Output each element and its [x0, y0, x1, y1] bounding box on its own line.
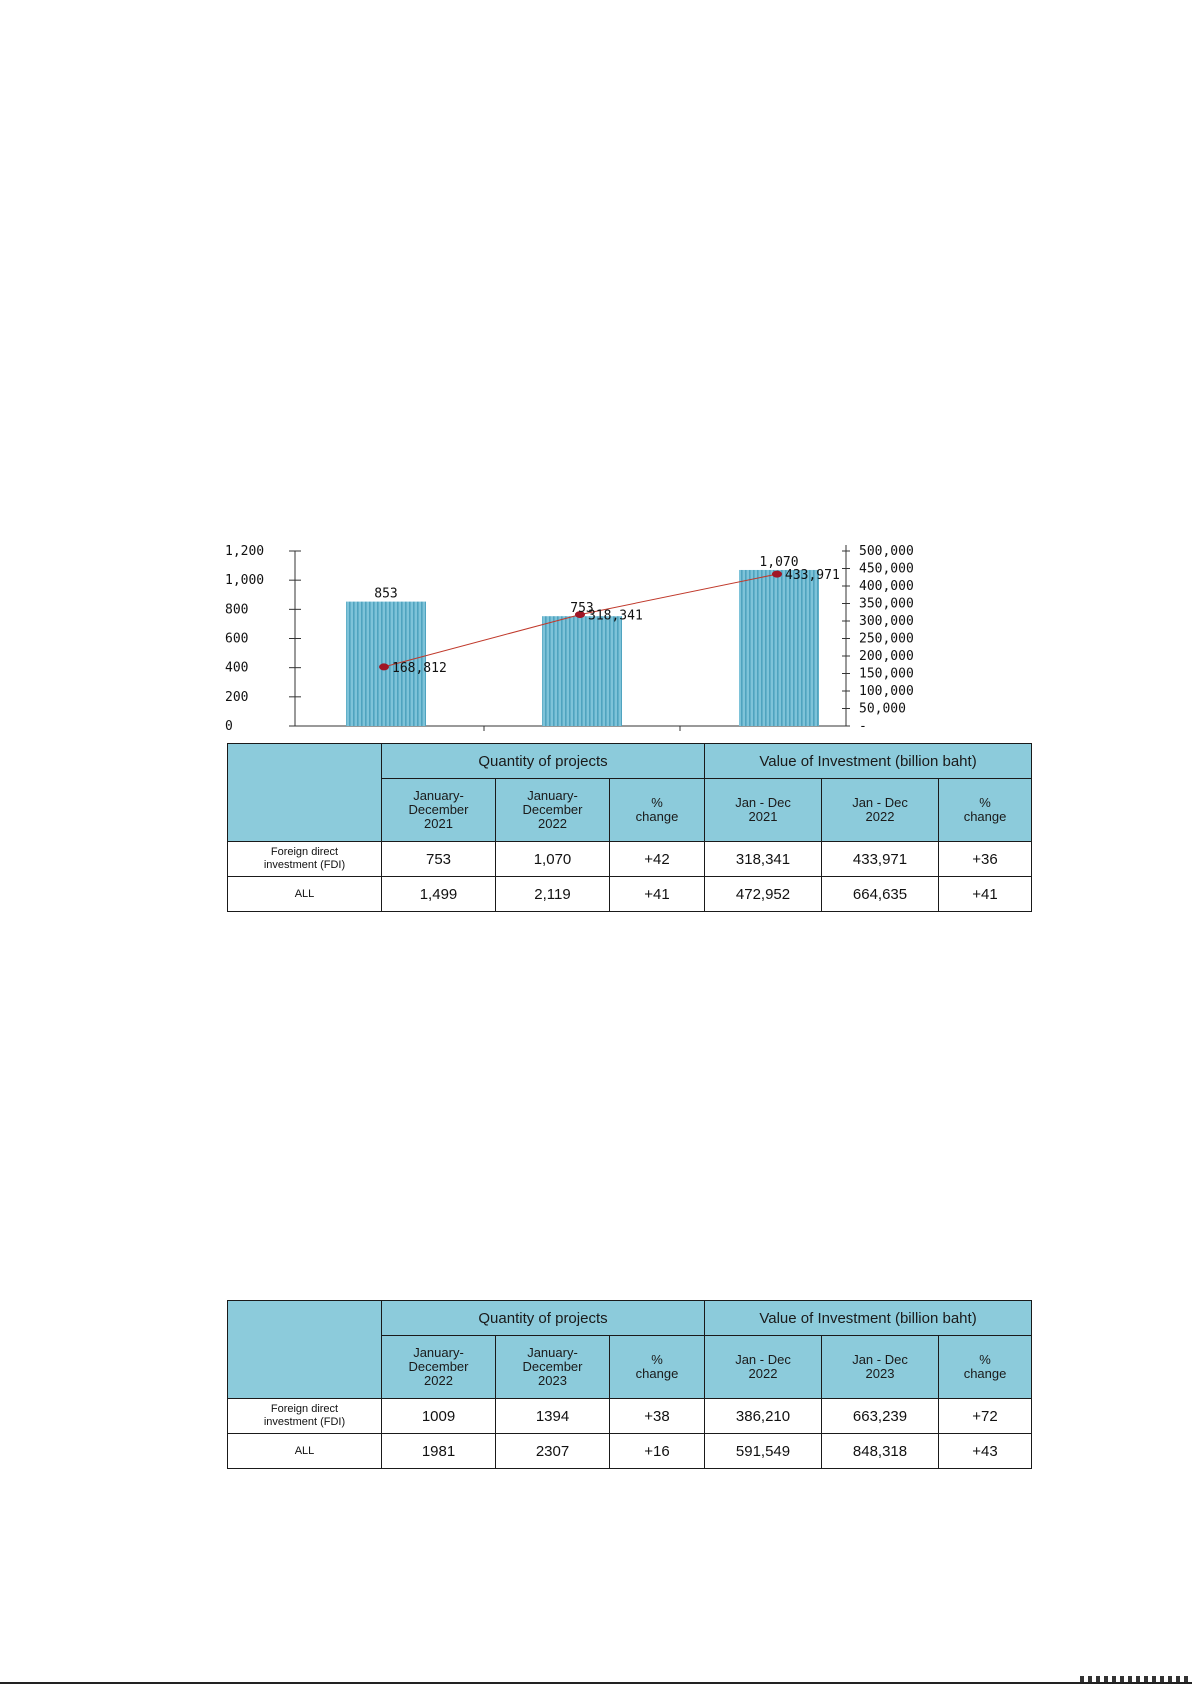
right-axis-tick-label: 150,000 [859, 667, 914, 682]
table-cell: +43 [938, 1433, 1033, 1469]
row-label: ALL [227, 1433, 382, 1469]
table-cell: 386,210 [704, 1398, 823, 1434]
right-axis-tick-label: - [859, 719, 867, 734]
table-row: ALL 1,499 2,119 +41 472,952 664,635 +41 [227, 876, 1033, 912]
right-axis-tick-label: 450,000 [859, 562, 914, 577]
table-cell: +36 [938, 841, 1033, 877]
line-data-label: 318,341 [588, 609, 643, 624]
left-axis-tick-label: 200 [225, 690, 248, 705]
right-axis-tick-label: 300,000 [859, 614, 914, 629]
left-axis-tick-label: 600 [225, 632, 248, 647]
right-axis-tick-label: 200,000 [859, 649, 914, 664]
table-cell: 472,952 [704, 876, 823, 912]
left-axis-tick-label: 1,200 [225, 544, 264, 559]
group-header-quantity: Quantity of projects [380, 1300, 706, 1336]
table-row: Foreign direct investment (FDI) 1009 139… [227, 1398, 1033, 1434]
left-axis-tick-label: 1,000 [225, 573, 264, 588]
table-cell: 753 [381, 841, 496, 877]
col-header: Jan - Dec 2021 [704, 778, 823, 842]
right-axis-tick-label: 50,000 [859, 702, 906, 717]
col-header: % change [608, 778, 706, 842]
col-header: Jan - Dec 2022 [704, 1335, 823, 1399]
col-header: % change [938, 1335, 1033, 1399]
corner-header-cell [227, 743, 382, 842]
table-cell: +72 [938, 1398, 1033, 1434]
group-header-value: Value of Investment (billion baht) [704, 1300, 1033, 1336]
table-cell: 1981 [381, 1433, 496, 1469]
left-axis-tick-label: 400 [225, 661, 248, 676]
group-header-quantity: Quantity of projects [380, 743, 706, 779]
group-header-value: Value of Investment (billion baht) [704, 743, 1033, 779]
table-cell: 1009 [381, 1398, 496, 1434]
table-cell: +41 [608, 876, 706, 912]
line-marker [379, 663, 389, 671]
corner-header-cell [227, 1300, 382, 1399]
left-axis-tick-label: 800 [225, 602, 248, 617]
left-y-axis: 0 200 400 600 800 1,000 1,200 [225, 544, 846, 734]
investment-table-2022-2023: Quantity of projects Value of Investment… [227, 1300, 1033, 1469]
col-header: January- December 2022 [381, 1335, 496, 1399]
col-header: % change [608, 1335, 706, 1399]
line-marker [772, 570, 782, 578]
col-header: Jan - Dec 2023 [821, 1335, 940, 1399]
table-cell: 1,499 [381, 876, 496, 912]
table-cell: +42 [608, 841, 706, 877]
row-label: Foreign direct investment (FDI) [227, 1398, 382, 1434]
left-axis-tick-label: 0 [225, 719, 233, 734]
table-cell: 2,119 [495, 876, 610, 912]
row-label: ALL [227, 876, 382, 912]
footer-rule-marks [1080, 1676, 1192, 1682]
table-cell: +16 [608, 1433, 706, 1469]
table-cell: 663,239 [821, 1398, 940, 1434]
table-cell: +38 [608, 1398, 706, 1434]
table-cell: 664,635 [821, 876, 940, 912]
table-row: ALL 1981 2307 +16 591,549 848,318 +43 [227, 1433, 1033, 1469]
combo-chart: 0 200 400 600 800 1,000 1,200 - 50,000 100,000 15… [225, 544, 914, 734]
table-cell: +41 [938, 876, 1033, 912]
investment-table-2021-2022: Quantity of projects Value of Investment… [227, 743, 1033, 912]
line-data-label: 168,812 [392, 661, 447, 676]
col-header: January- December 2022 [495, 778, 610, 842]
table-cell: 433,971 [821, 841, 940, 877]
table-cell: 848,318 [821, 1433, 940, 1469]
bar-data-label: 1,070 [759, 555, 798, 570]
right-axis-tick-label: 400,000 [859, 579, 914, 594]
col-header: January- December 2021 [381, 778, 496, 842]
table-cell: 2307 [495, 1433, 610, 1469]
bar-data-label: 853 [374, 587, 397, 602]
col-header: Jan - Dec 2022 [821, 778, 940, 842]
bar-data-label: 753 [570, 601, 593, 616]
bar [542, 616, 622, 726]
right-axis-tick-label: 250,000 [859, 632, 914, 647]
row-label: Foreign direct investment (FDI) [227, 841, 382, 877]
bar [739, 569, 819, 726]
line-marker [575, 611, 585, 619]
right-axis-tick-label: 500,000 [859, 544, 914, 559]
footer-rule [0, 1682, 1192, 1684]
bar-series [346, 569, 819, 726]
col-header: January- December 2023 [495, 1335, 610, 1399]
data-labels: 853 753 1,070 168,812 318,341 433,971 [374, 555, 840, 676]
right-y-axis: - 50,000 100,000 150,000 200,000 250,000 300,0… [842, 544, 914, 734]
right-axis-tick-label: 100,000 [859, 684, 914, 699]
line-series [379, 570, 782, 671]
right-axis-tick-label: 350,000 [859, 597, 914, 612]
table-cell: 318,341 [704, 841, 823, 877]
table-cell: 1394 [495, 1398, 610, 1434]
table-cell: 591,549 [704, 1433, 823, 1469]
col-header: % change [938, 778, 1033, 842]
line-data-label: 433,971 [785, 568, 840, 583]
table-cell: 1,070 [495, 841, 610, 877]
table-row: Foreign direct investment (FDI) 753 1,07… [227, 841, 1033, 877]
